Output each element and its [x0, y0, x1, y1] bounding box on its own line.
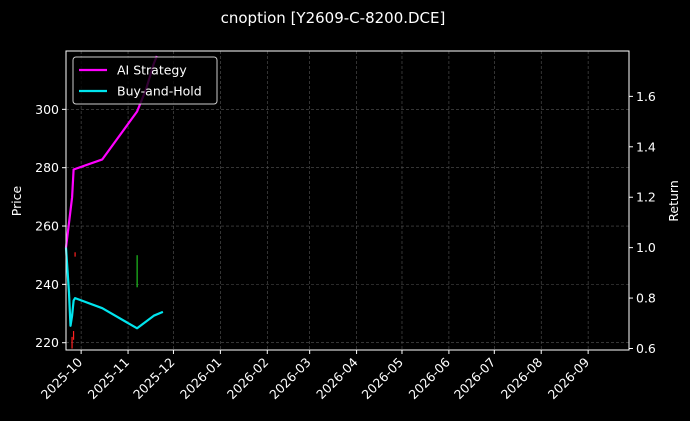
y-right-tick-label: 1.0 [636, 240, 656, 255]
legend-label-ai-strategy: AI Strategy [117, 63, 187, 78]
series-line-buy-and-hold [64, 247, 164, 330]
y-axis-left-title: Price [9, 185, 24, 216]
y-right-tick-label: 0.6 [636, 341, 656, 356]
y-right-tick-label: 1.6 [636, 89, 656, 104]
legend: AI Strategy Buy-and-Hold [72, 56, 218, 105]
y-left-tick-label: 240 [35, 277, 59, 292]
plot-frame [65, 50, 630, 351]
y-left-tick-label: 300 [35, 102, 59, 117]
y-right-tick-label: 0.8 [636, 291, 656, 306]
y-left-tick-label: 280 [35, 160, 59, 175]
chart-title: cnoption [Y2609-C-8200.DCE] [221, 9, 446, 27]
y-axis-right-title: Return [666, 180, 681, 221]
legend-box [72, 56, 218, 105]
grid-layer [66, 51, 629, 350]
y-left-tick-label: 220 [35, 335, 59, 350]
y-right-tick-label: 1.2 [636, 190, 656, 205]
legend-label-buy-and-hold: Buy-and-Hold [117, 84, 202, 99]
y-left-tick-label: 260 [35, 219, 59, 234]
y-right-tick-label: 1.4 [636, 139, 656, 154]
